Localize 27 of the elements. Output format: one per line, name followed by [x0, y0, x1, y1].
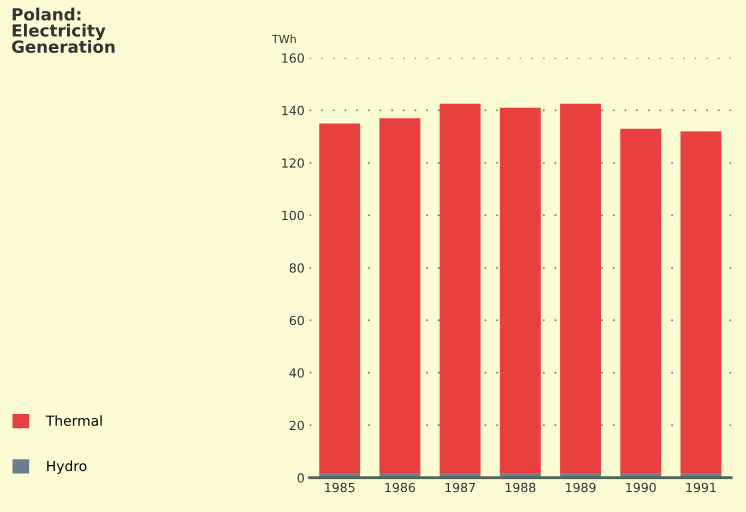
- x-tick-label: 1985: [325, 482, 355, 492]
- y-tick-label: 140: [282, 106, 304, 116]
- bar: [319, 123, 360, 474]
- x-tick-label: 1988: [506, 482, 536, 492]
- y-axis-title: TWh: [272, 34, 296, 43]
- text: Poland: Electricity Generation: [12, 8, 114, 53]
- y-tick-label: 60: [290, 316, 304, 326]
- y-tick-label: 40: [289, 368, 304, 378]
- bar: [560, 104, 602, 474]
- bar: [500, 108, 541, 474]
- bar: [379, 118, 420, 474]
- x-tick-label: 1986: [385, 482, 416, 492]
- y-tick-label: 160: [282, 53, 304, 63]
- bar: [440, 104, 481, 474]
- y-tick-label: 100: [282, 210, 304, 220]
- bar: [620, 128, 662, 474]
- y-tick-label: 120: [282, 158, 304, 168]
- y-tick-label: 0: [298, 473, 304, 483]
- x-tick-label: 1987: [446, 482, 475, 492]
- y-tick-label: 20: [290, 420, 304, 430]
- x-tick-label: 1989: [566, 482, 596, 492]
- x-tick-label: 1991: [686, 482, 716, 492]
- legend-label: Thermal: [46, 415, 102, 426]
- y-tick-label: 80: [290, 263, 304, 273]
- x-tick-label: 1990: [626, 482, 656, 492]
- bar: [680, 131, 722, 474]
- legend-label: Hydro: [47, 460, 86, 474]
